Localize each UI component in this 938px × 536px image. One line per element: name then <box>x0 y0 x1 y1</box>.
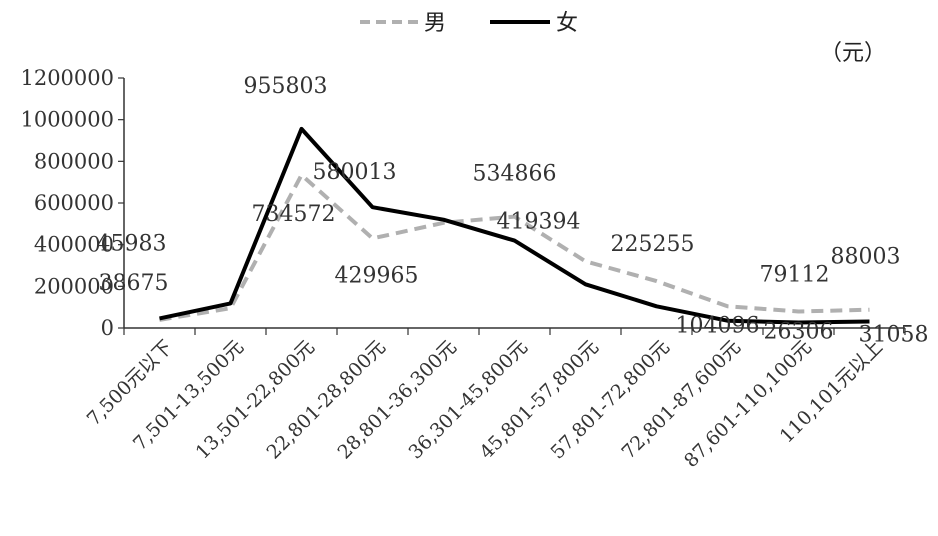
y-tick-label: 400000 <box>34 233 114 257</box>
y-tick-label: 1200000 <box>20 66 114 90</box>
x-category-label: 13,501-22,800元 <box>191 336 319 464</box>
data-label-male: 534866 <box>473 162 557 187</box>
data-label-male: 429965 <box>335 263 419 288</box>
y-tick-label: 600000 <box>34 191 114 215</box>
data-label-female: 45983 <box>97 231 167 256</box>
series-line-female <box>159 126 870 325</box>
y-tick-label: 1000000 <box>20 108 114 132</box>
x-category-label: 28,801-36,300元 <box>333 336 461 464</box>
x-category-label: 22,801-28,800元 <box>262 336 390 464</box>
data-labels: 38675 734572 429965 534866 225255 10409679112… <box>97 74 929 348</box>
data-label-female: 580013 <box>313 160 397 185</box>
data-label-male: 88003 <box>831 245 901 270</box>
legend: 男 女 <box>360 11 578 36</box>
data-label-male: 225255 <box>611 232 695 257</box>
x-category-label: 72,801-87,600元 <box>617 336 745 464</box>
y-tick-label: 200000 <box>34 274 114 298</box>
data-label-female: 419394 <box>497 210 581 235</box>
data-label-female: 26306 <box>764 320 834 345</box>
data-label-male: 79112 <box>760 263 830 288</box>
y-axis-ticks: 0 200000 400000 600000 800000 1000000 1200000 <box>20 66 124 340</box>
y-tick-label: 800000 <box>34 149 114 173</box>
legend-female-label: 女 <box>556 11 578 36</box>
data-label-male: 104096 <box>676 313 760 338</box>
x-category-label: 36,301-45,800元 <box>404 336 532 464</box>
series-line-male <box>159 173 870 322</box>
legend-male-label: 男 <box>424 11 446 36</box>
x-category-label: 87,601-110,100元 <box>680 336 816 472</box>
x-category-label: 57,801-72,800元 <box>546 336 674 464</box>
data-label-male: 38675 <box>99 271 169 296</box>
data-label-female: 31058 <box>859 323 929 348</box>
data-label-male: 734572 <box>252 202 336 227</box>
x-category-label: 45,801-57,800元 <box>475 336 603 464</box>
series-lines <box>159 126 870 325</box>
y-tick-label: 0 <box>101 316 114 340</box>
x-axis-ticks: 7,500元以下7,501-13,500元13,501-22,800元22,80… <box>83 328 906 472</box>
data-label-female: 955803 <box>244 74 328 99</box>
unit-label: （元） <box>820 41 886 66</box>
